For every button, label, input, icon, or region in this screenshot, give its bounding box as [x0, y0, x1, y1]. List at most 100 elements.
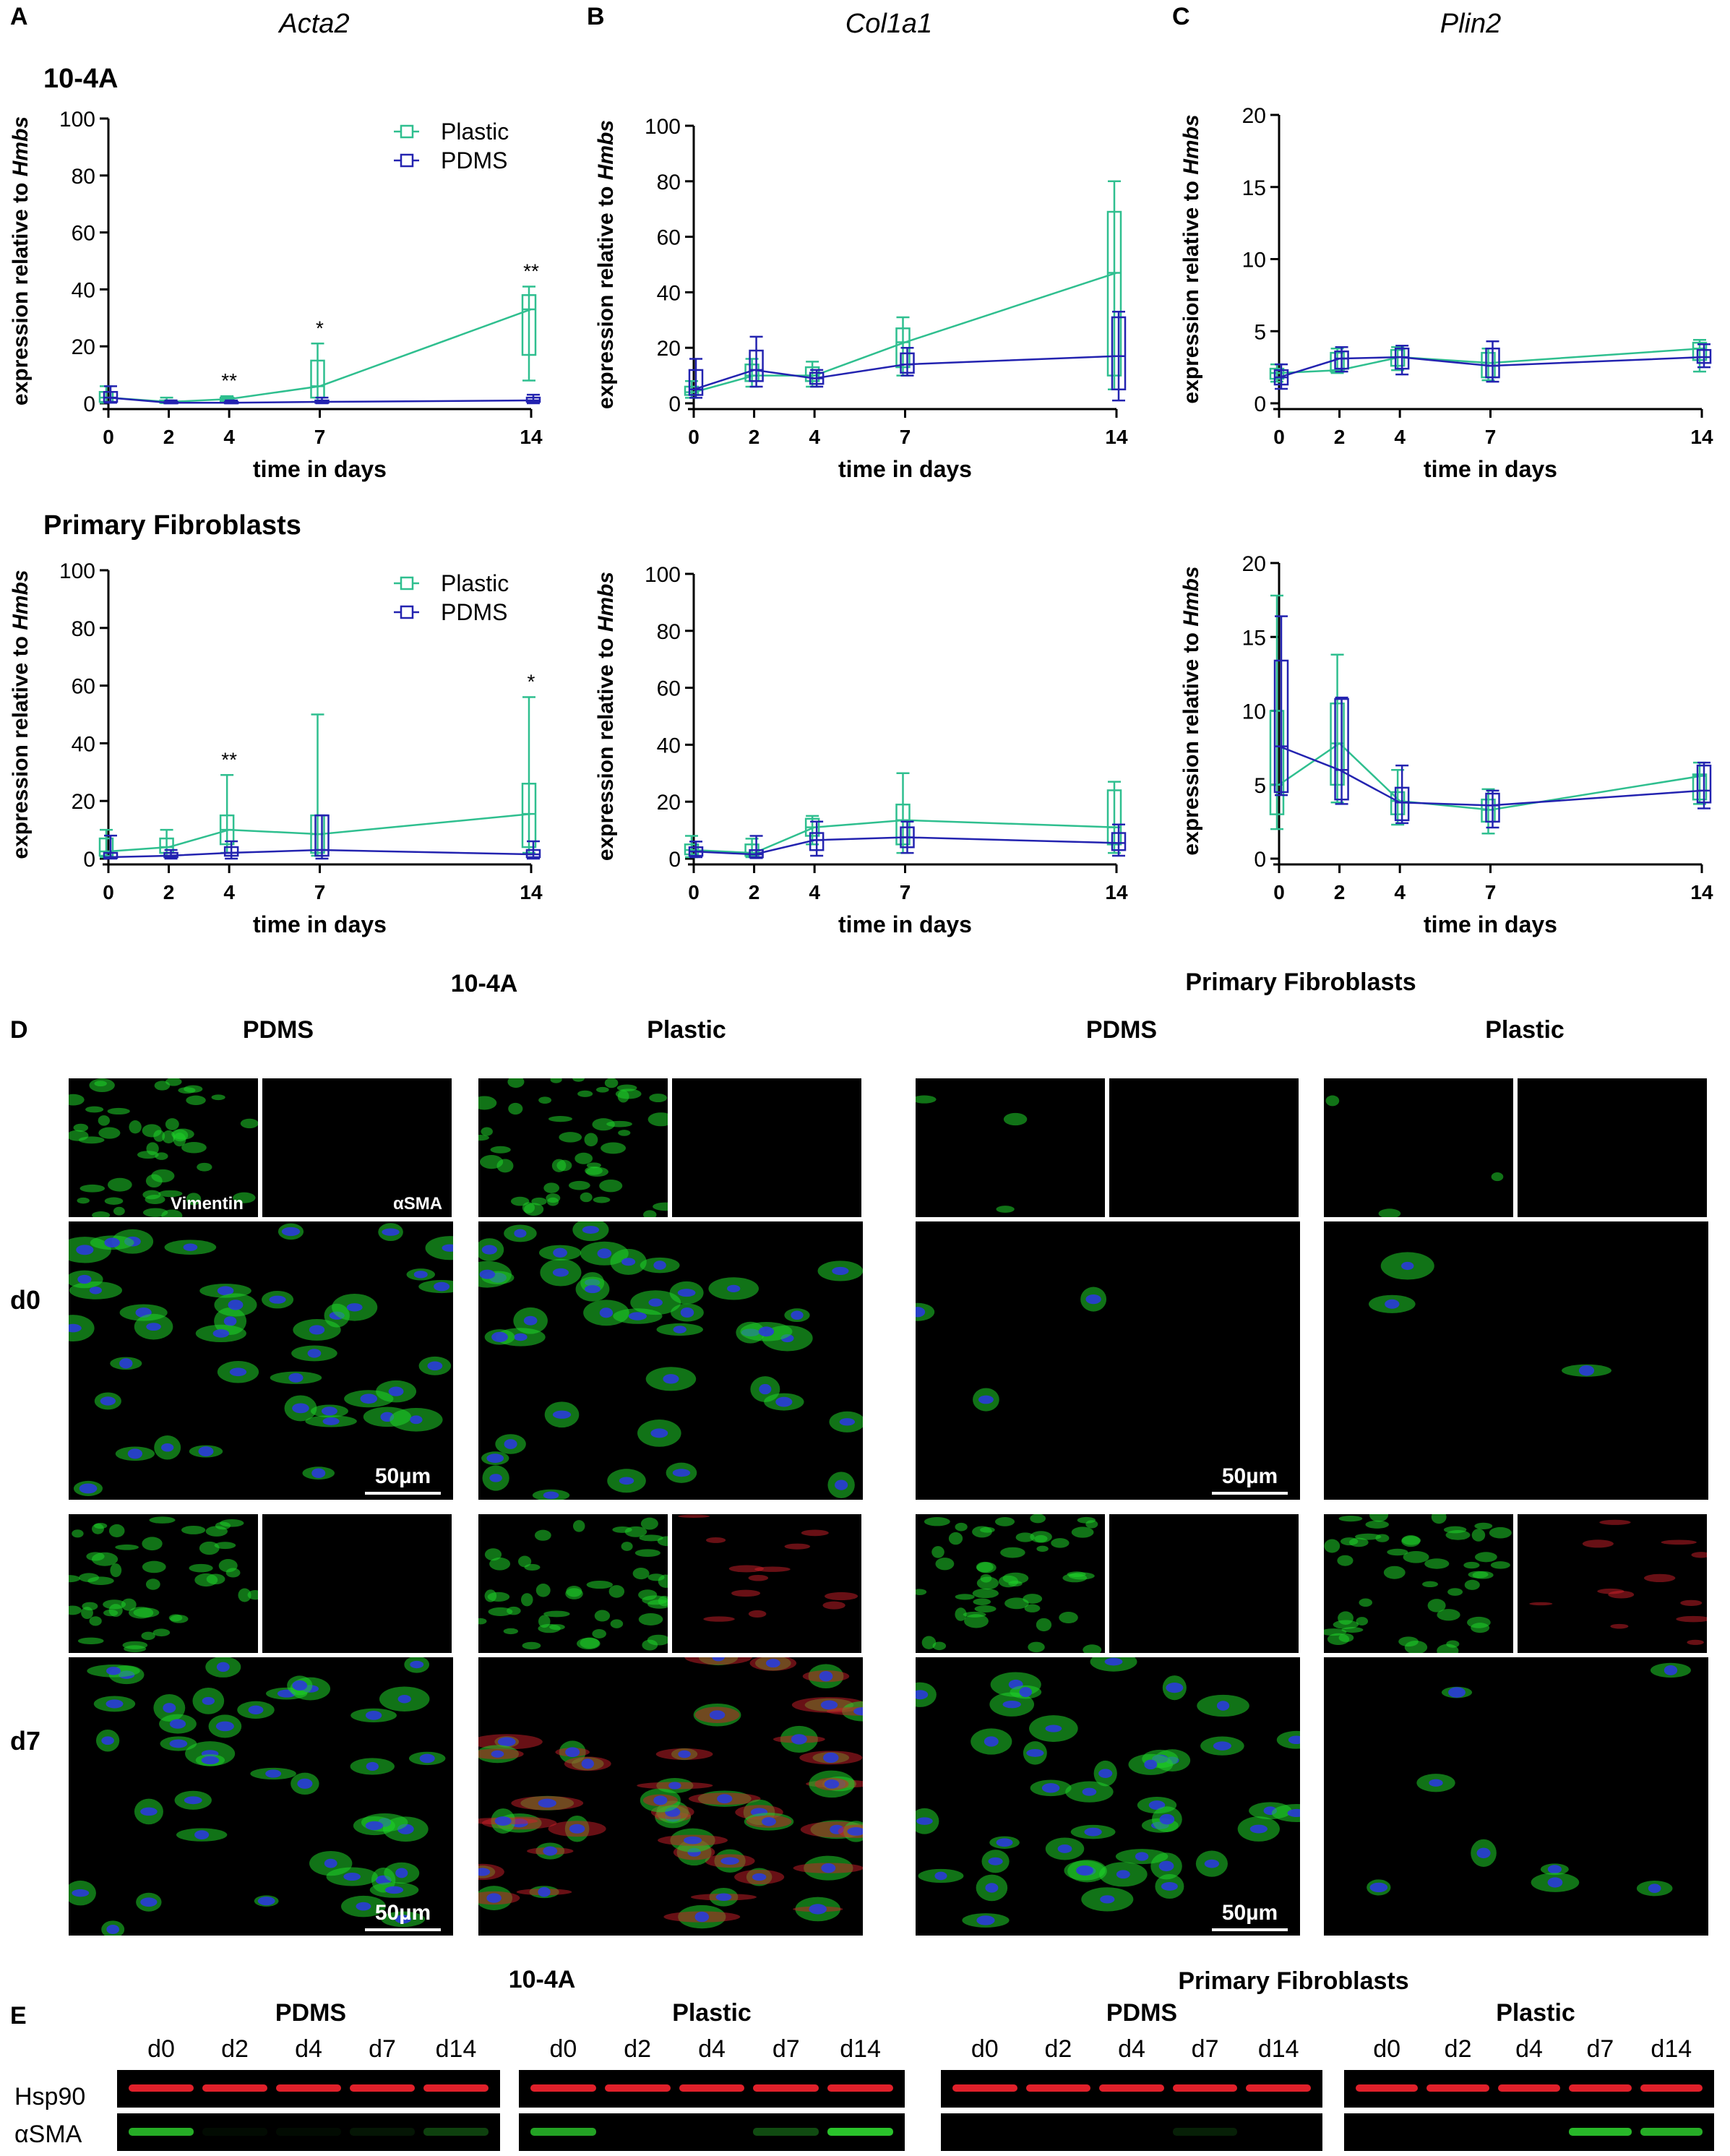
cell-cytoskeleton	[643, 1210, 657, 1217]
e-substrate-pdms-1: PDMS	[275, 1999, 347, 2027]
hsp90-band	[1246, 2084, 1311, 2092]
vimentin-channel-image	[69, 1078, 258, 1217]
lane-label-d4: d4	[1118, 2035, 1145, 2063]
cell-cytoskeleton	[186, 1193, 202, 1206]
x-tick-label: 2	[1334, 426, 1346, 448]
hsp90-band	[202, 2084, 267, 2092]
asma-fiber	[1529, 1602, 1553, 1606]
vimentin-channel-label: Vimentin	[171, 1194, 244, 1214]
cell-cytoskeleton	[547, 1197, 559, 1206]
y-tick-label: 0	[83, 848, 95, 872]
cell-cytoskeleton	[478, 1618, 487, 1625]
nucleus	[307, 1349, 322, 1358]
cell-cytoskeleton	[1083, 1644, 1102, 1653]
nucleus	[976, 1915, 995, 1925]
lane-label-d4: d4	[698, 2035, 726, 2063]
x-tick-label: 0	[1273, 426, 1285, 448]
box-pdms	[749, 835, 764, 859]
asma-channel-label: αSMA	[393, 1194, 443, 1214]
cell-cytoskeleton	[1424, 1558, 1450, 1569]
legend-label: Plastic	[441, 119, 509, 145]
y-tick-label: 60	[72, 222, 95, 246]
nucleus	[269, 1295, 286, 1304]
d-group-title-10-4a: 10-4A	[450, 970, 518, 997]
fluorescence-image	[1324, 1514, 1512, 1653]
iqr-box	[1334, 697, 1349, 801]
asma-channel-image	[1109, 1078, 1299, 1217]
box-pdms	[809, 820, 825, 857]
merged-image	[478, 1657, 863, 1936]
lane-label-d0: d0	[549, 2035, 577, 2063]
significance-marker: *	[316, 317, 324, 339]
iqr-box	[1696, 764, 1712, 804]
hsp90-band	[753, 2084, 819, 2092]
cell-cytoskeleton	[484, 1548, 502, 1561]
cell-cytoskeleton	[107, 1107, 130, 1115]
cell-cytoskeleton	[496, 1159, 514, 1173]
d-substrate-pdms-2: PDMS	[1085, 1016, 1158, 1044]
cell-cytoskeleton	[1325, 1095, 1340, 1107]
asma-blot	[117, 2113, 500, 2151]
cell-cytoskeleton	[1467, 1616, 1491, 1628]
cell-cytoskeleton	[69, 1605, 82, 1615]
cell-cytoskeleton	[115, 1544, 139, 1550]
nucleus	[106, 1925, 120, 1934]
merged-image	[916, 1221, 1300, 1500]
y-tick-label: 15	[1242, 176, 1266, 200]
fluorescence-image	[916, 1095, 1028, 1213]
cell-cytoskeleton	[1024, 1604, 1041, 1612]
cell-cytoskeleton	[1333, 1620, 1359, 1630]
asma-blot	[1344, 2113, 1714, 2151]
merged-image	[916, 1657, 1300, 1936]
cell-cytoskeleton	[145, 1194, 165, 1205]
cell-cytoskeleton	[124, 1645, 147, 1653]
asma-band	[827, 2128, 893, 2136]
asma-fiber	[478, 1863, 504, 1881]
cell-cytoskeleton	[604, 1078, 619, 1088]
cell-cytoskeleton	[199, 1541, 220, 1555]
cell-cytoskeleton	[77, 1637, 104, 1645]
x-tick-label: 4	[223, 881, 235, 903]
legend-label: PDMS	[441, 147, 507, 173]
hsp90-band	[1356, 2084, 1419, 2092]
nucleus	[397, 1695, 411, 1704]
blot-row-label-hsp90: Hsp90	[14, 2083, 86, 2110]
cell-cytoskeleton	[1463, 1561, 1480, 1569]
nucleus	[161, 1443, 174, 1452]
y-tick-label: 60	[657, 677, 681, 701]
asma-fiber	[826, 1706, 863, 1716]
nucleus	[119, 1358, 133, 1369]
scale-bar-4: 50µm	[1212, 1901, 1288, 1931]
cell-cytoskeleton	[507, 1078, 525, 1088]
e-substrate-plastic-1: Plastic	[672, 1999, 752, 2027]
vimentin-channel-image	[478, 1078, 668, 1217]
hsp90-band	[423, 2084, 489, 2092]
nucleus	[1135, 1852, 1149, 1861]
nucleus	[101, 1736, 114, 1745]
hsp90-band	[276, 2084, 341, 2092]
cell-cytoskeleton	[206, 1573, 225, 1585]
y-tick-label: 20	[72, 790, 95, 814]
cell-cytoskeleton	[931, 1546, 944, 1558]
nucleus	[1385, 1299, 1400, 1309]
nucleus	[1664, 1665, 1678, 1675]
chart-col1a1-10-4a: 0 20 40 60 80 100 0 2 4 7 14 time in days expression…	[594, 115, 1128, 482]
nucleus	[581, 1758, 594, 1769]
lane-label-d7: d7	[369, 2035, 396, 2063]
y-tick-label: 20	[657, 337, 681, 361]
cell-cytoskeleton	[1403, 1550, 1429, 1563]
x-axis-label: time in days	[838, 456, 972, 482]
cell-cytoskeleton	[205, 1526, 228, 1537]
nucleus	[1084, 1827, 1102, 1837]
box-pdms	[1111, 311, 1127, 402]
y-axis-label: expression relative to Hmbs	[9, 116, 33, 405]
iqr-box	[1692, 773, 1708, 801]
cell-cytoskeleton	[94, 1081, 107, 1087]
cell-cytoskeleton	[1427, 1599, 1446, 1612]
nucleus	[163, 1703, 176, 1713]
y-tick-label: 20	[657, 791, 681, 815]
y-tick-label: 20	[72, 335, 95, 359]
cell-cytoskeleton	[566, 1585, 582, 1597]
x-axis-label: time in days	[1424, 911, 1557, 937]
lane-label-d4: d4	[1515, 2035, 1543, 2063]
